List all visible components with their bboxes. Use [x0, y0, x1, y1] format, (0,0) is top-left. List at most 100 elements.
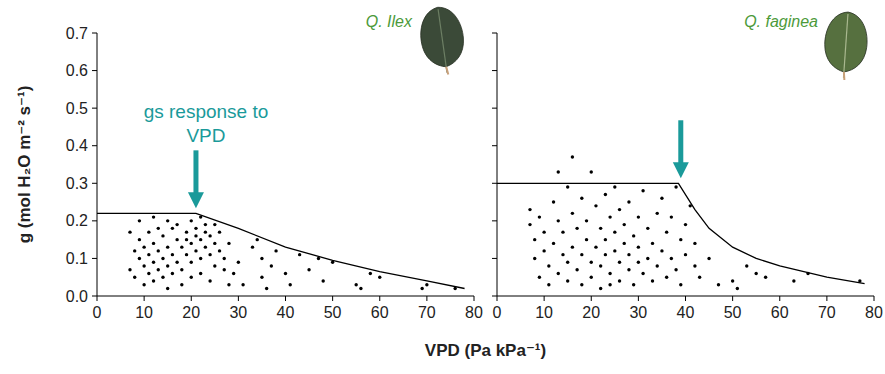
scatter-point [670, 257, 673, 260]
x-tick-label: 10 [135, 304, 153, 321]
scatter-point [745, 264, 748, 267]
annotation-arrow [188, 150, 204, 208]
scatter-point [152, 242, 155, 245]
scatter-point [637, 215, 640, 218]
scatter-point [208, 234, 211, 237]
scatter-point [251, 245, 254, 248]
scatter-point [754, 272, 757, 275]
scatter-point [213, 242, 216, 245]
panel-title: Q. Ilex [366, 13, 413, 30]
y-tick [492, 183, 497, 184]
scatter-point [298, 253, 301, 256]
scatter-point [693, 264, 696, 267]
x-tick-label: 80 [865, 304, 883, 321]
leaf-vein [843, 14, 847, 78]
scatter-point [322, 279, 325, 282]
x-tick [779, 296, 780, 301]
y-tick [492, 33, 497, 34]
scatter-point [289, 283, 292, 286]
scatter-point [651, 279, 654, 282]
scatter-point [641, 272, 644, 275]
scatter-point [185, 253, 188, 256]
scatter-point [566, 185, 569, 188]
scatter-point [585, 219, 588, 222]
scatter-point [227, 283, 230, 286]
y-tick-label: 0.3 [66, 175, 88, 192]
scatter-point [618, 279, 621, 282]
scatter-point [613, 230, 616, 233]
scatter-point [618, 208, 621, 211]
scatter-point [274, 249, 277, 252]
y-tick [492, 145, 497, 146]
panel: 010203040506070800.00.10.20.30.40.50.60.… [15, 4, 546, 360]
scatter-point [717, 283, 720, 286]
scatter-point [660, 197, 663, 200]
scatter-point [161, 276, 164, 279]
scatter-point [552, 200, 555, 203]
scatter-point [646, 257, 649, 260]
scatter-point [571, 212, 574, 215]
y-tick [492, 220, 497, 221]
scatter-point [142, 283, 145, 286]
scatter-point [538, 276, 541, 279]
x-tick-label: 20 [582, 304, 600, 321]
scatter-point [707, 257, 710, 260]
scatter-point [157, 268, 160, 271]
scatter-point [138, 238, 141, 241]
scatter-point [133, 276, 136, 279]
scatter-point [204, 245, 207, 248]
scatter-point [575, 268, 578, 271]
scatter-point [199, 238, 202, 241]
scatter-point [528, 208, 531, 211]
x-tick-label: 0 [493, 304, 502, 321]
scatter-point [571, 245, 574, 248]
y-tick [492, 70, 497, 71]
scatter-point [128, 268, 131, 271]
scatter-point [180, 245, 183, 248]
scatter-point [265, 287, 268, 290]
scatter-point [227, 242, 230, 245]
scatter-point [637, 260, 640, 263]
y-tick [492, 108, 497, 109]
x-tick [332, 296, 333, 301]
scatter-point [175, 238, 178, 241]
scatter-point [599, 287, 602, 290]
scatter-point [190, 260, 193, 263]
annotation-arrow [673, 120, 689, 178]
y-tick [492, 258, 497, 259]
panel-title: Q. faginea [744, 13, 818, 30]
scatter-point [604, 253, 607, 256]
scatter-point [142, 245, 145, 248]
annotation-text: gs response toVPD [144, 101, 269, 146]
scatter-point [237, 260, 240, 263]
scatter-point [175, 223, 178, 226]
scatter-point [613, 185, 616, 188]
scatter-point [665, 276, 668, 279]
x-tick-label: 40 [677, 304, 695, 321]
x-tick-label: 80 [465, 304, 483, 321]
y-tick-label: 0.1 [66, 250, 88, 267]
data-group [97, 213, 465, 290]
scatter-point [656, 212, 659, 215]
scatter-point [698, 276, 701, 279]
scatter-point [157, 249, 160, 252]
scatter-point [194, 227, 197, 230]
x-tick [191, 296, 192, 301]
scatter-point [185, 230, 188, 233]
leaf-icon [417, 4, 468, 77]
scatter-point [608, 283, 611, 286]
scatter-point [147, 230, 150, 233]
scatter-point [684, 253, 687, 256]
y-tick-label: 0.7 [66, 25, 88, 42]
scatter-point [651, 242, 654, 245]
scatter-point [142, 264, 145, 267]
scatter-point [213, 264, 216, 267]
scatter-point [128, 230, 131, 233]
x-tick-label: 60 [371, 304, 389, 321]
scatter-point [623, 223, 626, 226]
x-tick [874, 296, 875, 301]
scatter-point [180, 268, 183, 271]
scatter-point [232, 272, 235, 275]
scatter-point [133, 249, 136, 252]
scatter-point [627, 268, 630, 271]
